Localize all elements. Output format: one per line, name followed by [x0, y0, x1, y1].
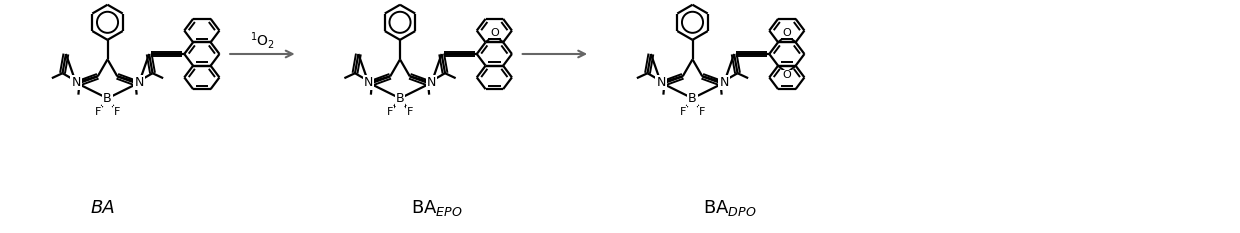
Text: BA: BA	[91, 199, 115, 217]
Text: B: B	[688, 92, 697, 105]
Text: BA$_{EPO}$: BA$_{EPO}$	[412, 198, 463, 218]
Text: O: O	[782, 70, 791, 80]
Text: F: F	[387, 107, 393, 117]
Text: N: N	[71, 76, 81, 89]
Text: $^1$O$_2$: $^1$O$_2$	[250, 30, 275, 51]
Text: F: F	[699, 107, 706, 117]
Text: F: F	[680, 107, 686, 117]
Text: B: B	[396, 92, 404, 105]
Text: F: F	[407, 107, 413, 117]
Text: O: O	[782, 27, 791, 38]
Text: F: F	[94, 107, 100, 117]
Text: N: N	[719, 76, 729, 89]
Text: F: F	[114, 107, 120, 117]
Text: N: N	[363, 76, 373, 89]
Text: N: N	[134, 76, 144, 89]
Text: O: O	[490, 27, 498, 38]
Text: B: B	[103, 92, 112, 105]
Text: N: N	[656, 76, 666, 89]
Text: BA$_{DPO}$: BA$_{DPO}$	[703, 198, 756, 218]
Text: N: N	[427, 76, 436, 89]
